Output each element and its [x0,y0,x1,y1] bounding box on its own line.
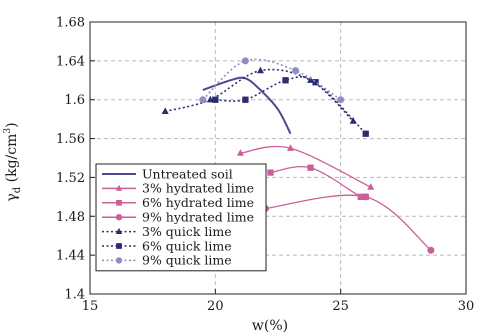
marker-triangle [287,144,295,151]
y-axis-subscript: d [12,186,23,193]
marker-triangle [161,107,169,114]
marker-square [116,243,122,249]
y-axis-unit: (kg/cm [4,134,20,187]
marker-square [362,130,369,137]
marker-square [282,77,289,84]
marker-square [116,199,122,206]
series-6-quick-lime [212,76,369,137]
legend-label: 9% quick lime [142,253,232,268]
legend-entry: 3% hydrated lime [102,181,254,196]
x-tick-label: 25 [332,299,349,314]
series-line [202,76,292,135]
marker-square [312,79,319,86]
marker-circle [115,214,123,221]
series-untreated-soil [202,76,292,135]
y-tick-label: 1.48 [56,210,85,225]
marker-square [357,193,364,201]
series-9-quick-lime [199,57,345,104]
marker-triangle [256,66,264,74]
x-tick-label: 20 [207,299,224,314]
legend-label: 3% hydrated lime [142,181,254,196]
y-tick-label: 1.64 [56,54,85,69]
marker-circle [115,257,123,264]
legend-label: Untreated soil [142,166,233,181]
marker-circle [337,96,345,104]
series-3-hydrated-lime [236,144,375,190]
y-axis-symbol: γ [4,193,20,201]
axis-ticks: 1.4 1.44 1.48 1.52 1.56 1.6 1.64 1.68 15 20 25 30 [56,16,474,315]
marker-triangle [115,227,123,234]
marker-circle [427,246,435,254]
legend-label: 6% hydrated lime [142,195,254,210]
legend-entry: Untreated soil [102,166,233,181]
legend-label: 3% quick lime [142,224,232,239]
x-axis-title: w(%) [252,318,288,334]
marker-circle [241,57,249,65]
marker-circle [362,193,370,201]
series-line [215,76,367,135]
y-tick-label: 1.6 [64,93,85,108]
marker-square [212,96,219,103]
marker-circle [292,67,300,75]
marker-square [267,169,274,176]
plot-frame [89,21,467,295]
series-lines [161,57,435,254]
legend-entry: 6% hydrated lime [102,195,254,210]
y-axis-unit-exponent: 3 [3,128,13,134]
series-line [202,58,342,101]
marker-square [242,96,249,103]
legend-entry: 3% quick lime [102,224,232,239]
marker-square [307,164,314,171]
y-tick-label: 1.52 [56,171,85,186]
legend-entry: 6% quick lime [102,238,232,253]
y-axis-title: γd (kg/cm3) [3,122,23,201]
legend-label: 9% hydrated lime [142,210,254,225]
x-tick-label: 30 [458,299,475,314]
marker-triangle [367,183,375,190]
y-tick-label: 1.44 [56,249,85,264]
legend-entry: 9% hydrated lime [102,210,254,225]
y-tick-label: 1.68 [56,16,85,31]
y-tick-label: 1.56 [56,132,85,147]
marker-triangle [206,95,214,103]
marker-triangle [236,149,244,156]
y-axis-unit-close: ) [4,122,20,127]
x-tick-label: 15 [82,299,99,314]
legend-entry: 9% quick lime [102,253,232,268]
legend-label: 6% quick lime [142,238,232,253]
marker-circle [199,96,207,104]
marker-triangle [115,184,123,191]
y-tick-label: 1.4 [64,288,85,303]
